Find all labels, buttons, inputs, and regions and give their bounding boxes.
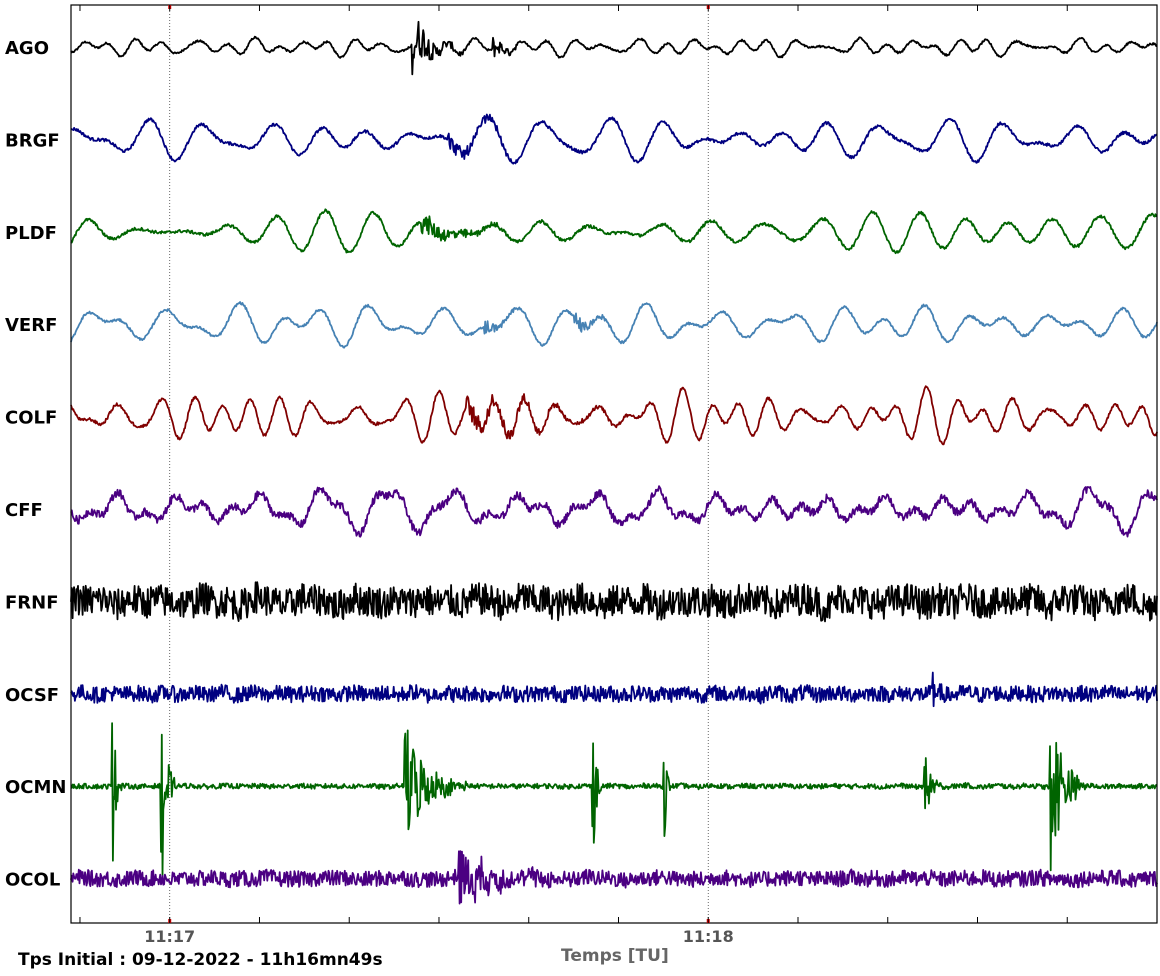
x-tick-label-0: 11:17	[144, 927, 195, 946]
station-label-pldf: PLDF	[5, 223, 57, 244]
trace-colf	[70, 385, 1158, 446]
trace-ago	[70, 20, 1158, 76]
x-axis-label: Temps [TU]	[561, 946, 669, 966]
trace-ocol	[70, 850, 1158, 905]
trace-ocsf	[70, 671, 1158, 708]
station-label-frnf: FRNF	[5, 592, 59, 613]
x-axis-ticks: 11:17 11:18	[79, 5, 1068, 946]
seismic-traces	[70, 20, 1158, 905]
station-labels: AGO BRGF PLDF VERF COLF CFF FRNF OCSF OCMN OCOL	[5, 38, 67, 891]
station-label-colf: COLF	[5, 408, 57, 429]
trace-frnf	[70, 581, 1158, 623]
x-tick-label-1: 11:18	[683, 927, 734, 946]
station-label-cff: CFF	[5, 500, 43, 521]
trace-cff	[70, 485, 1158, 538]
station-label-ocmn: OCMN	[5, 777, 67, 798]
trace-brgf	[70, 113, 1158, 165]
station-label-brgf: BRGF	[5, 130, 60, 151]
station-label-verf: VERF	[5, 315, 57, 336]
trace-ocmn	[70, 722, 1158, 877]
initial-time-label: Tps Initial : 09-12-2022 - 11h16mn49s	[18, 950, 383, 970]
station-label-ocol: OCOL	[5, 870, 60, 891]
trace-verf	[70, 301, 1158, 349]
station-label-ago: AGO	[5, 38, 49, 59]
trace-pldf	[70, 208, 1158, 255]
plot-frame	[70, 4, 1158, 924]
station-label-ocsf: OCSF	[5, 685, 59, 706]
